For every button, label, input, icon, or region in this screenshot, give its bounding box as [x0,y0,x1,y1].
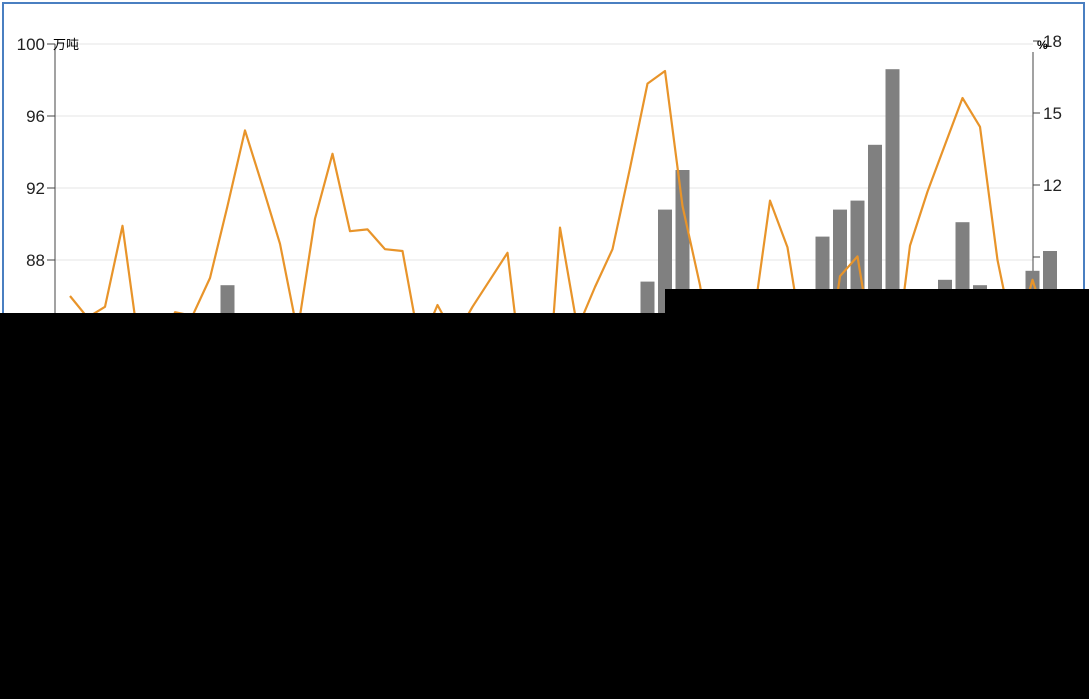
right-tick-label: 18 [1043,32,1062,51]
left-axis-ticks: 88 92 96 100 [17,35,55,270]
right-axis-unit: % [1037,38,1048,52]
left-tick-label: 88 [26,251,45,270]
left-axis-unit: 万吨 [53,37,80,52]
right-axis-ticks: 9121518 [1033,32,1062,267]
bar [885,69,900,330]
bar [868,144,882,330]
redaction-block-top [665,289,1089,319]
right-tick-label: 12 [1043,176,1062,195]
right-tick-label: 15 [1043,104,1062,123]
redaction-block [0,313,1089,699]
left-tick-label: 92 [26,179,45,198]
left-tick-label: 100 [17,35,45,54]
left-tick-label: 96 [26,107,45,126]
